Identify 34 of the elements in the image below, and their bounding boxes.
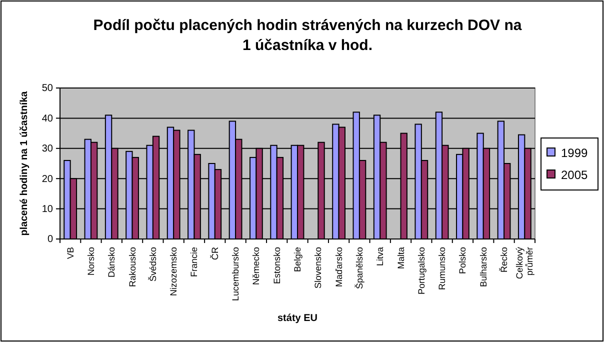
x-tick-label: Estonsko [272, 247, 282, 284]
y-tick-label: 20 [42, 174, 54, 185]
x-tick-label: Malta [396, 247, 406, 270]
y-tick-label: 40 [42, 113, 54, 124]
x-tick-label: Bulharsko [478, 247, 488, 288]
x-tick-label: VB [65, 247, 76, 260]
y-axis-title: placené hodiny na 1 účastníka [19, 90, 30, 236]
x-tick-label: Polsko [458, 247, 468, 274]
legend-label: 1999 [561, 146, 588, 160]
y-tick-label: 30 [42, 144, 54, 155]
x-tick-label: Belgie [292, 247, 302, 272]
x-tick-label: Norsko [86, 247, 96, 276]
y-tick-label: 50 [42, 83, 54, 94]
x-tick-label: Maďarsko [334, 247, 344, 288]
x-tick-label: Španělsko [354, 247, 364, 290]
y-tick-label: 0 [47, 234, 54, 246]
x-tick-label: Řecko [499, 247, 510, 273]
x-tick-label: Lucembursko [230, 247, 241, 302]
x-tick-label: Švédsko [148, 247, 158, 282]
x-axis-title: státy EU [277, 313, 318, 324]
x-tick-label: Rakousko [127, 247, 138, 288]
x-tick-label: Portugalsko [416, 247, 426, 295]
legend-label: 2005 [561, 168, 588, 182]
x-tick-label: Francie [189, 247, 200, 278]
x-tick-label: ČR [210, 246, 220, 260]
x-tick-label: Celkový průměr [514, 246, 535, 280]
x-tick-label: Litva [375, 247, 386, 266]
x-tick-label: Německo [251, 247, 262, 286]
x-tick-label: Dánsko [106, 247, 117, 278]
chart-title: Podíl počtu placených hodin strávených na kurzech DOV na 1 účastníka v hod. [93, 17, 522, 54]
y-tick-label: 10 [42, 204, 54, 215]
x-tick-label: Nizozemsko [168, 247, 179, 296]
x-tick-label: Rumunsko [437, 247, 448, 290]
x-tick-label: Slovensko [313, 247, 324, 289]
